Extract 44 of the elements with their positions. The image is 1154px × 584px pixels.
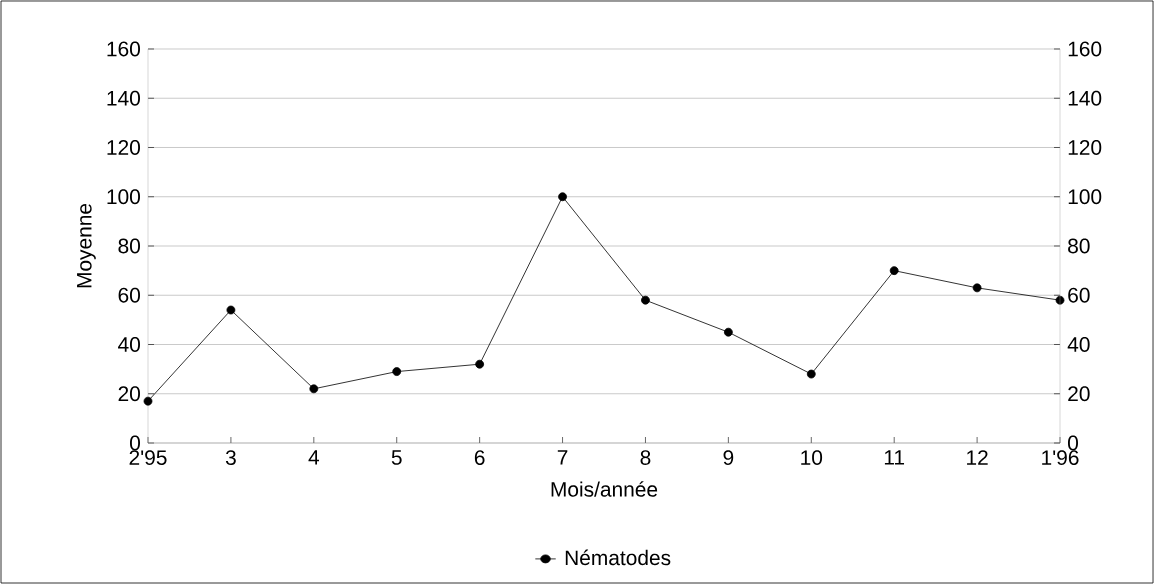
x-tick-label: 8 bbox=[640, 450, 651, 465]
y2-tick-label: 100 bbox=[1068, 189, 1102, 205]
y-tick-label: 60 bbox=[118, 287, 140, 303]
y2-tick-label: 40 bbox=[1067, 337, 1090, 352]
y-tick-label: 20 bbox=[118, 386, 140, 402]
point bbox=[309, 384, 319, 394]
x-tick-label: 5 bbox=[391, 450, 402, 465]
x-axis-title: Mois/année bbox=[551, 481, 658, 497]
x-tick-label: 9 bbox=[723, 450, 734, 465]
y2-tick-label: 80 bbox=[1068, 238, 1090, 254]
point bbox=[558, 192, 567, 202]
x-tick-label: 6 bbox=[474, 450, 485, 465]
y2-tick-label: 140 bbox=[1068, 90, 1102, 106]
y2-tick-label: 0 bbox=[1068, 435, 1078, 451]
x-tick-label: 10 bbox=[801, 450, 823, 465]
point bbox=[723, 327, 733, 337]
point bbox=[972, 283, 982, 293]
x-tick-label: 1'96 bbox=[1042, 450, 1079, 465]
x-tick-label: 11 bbox=[884, 450, 905, 465]
x-tick-label: 3 bbox=[225, 450, 236, 465]
x-tick-label: 2'95 bbox=[129, 450, 167, 465]
y-tick-label: 140 bbox=[107, 90, 140, 106]
legend-label: Nématodes bbox=[565, 549, 671, 566]
point bbox=[889, 266, 899, 276]
y2-tick-label: 160 bbox=[1068, 41, 1102, 57]
y2-tick-label: 20 bbox=[1068, 386, 1090, 402]
y-tick-label: 80 bbox=[118, 238, 140, 254]
y-axis-title: Moyenne bbox=[77, 203, 96, 288]
y-tick-label: 0 bbox=[130, 435, 141, 451]
x-tick-label: 7 bbox=[557, 450, 568, 465]
point bbox=[641, 295, 650, 305]
x-tick-label: 4 bbox=[308, 450, 320, 465]
y-tick-label: 160 bbox=[107, 41, 140, 57]
point bbox=[475, 359, 485, 369]
y-tick-label: 120 bbox=[107, 140, 140, 155]
point bbox=[392, 367, 402, 376]
point bbox=[143, 396, 153, 406]
y-tick-label: 100 bbox=[107, 189, 140, 205]
x-tick-label: 12 bbox=[967, 450, 988, 465]
point bbox=[806, 369, 816, 379]
y-tick-label: 40 bbox=[118, 337, 140, 352]
point bbox=[226, 305, 236, 315]
y2-tick-label: 60 bbox=[1068, 287, 1090, 303]
y2-tick-label: 120 bbox=[1068, 140, 1102, 155]
